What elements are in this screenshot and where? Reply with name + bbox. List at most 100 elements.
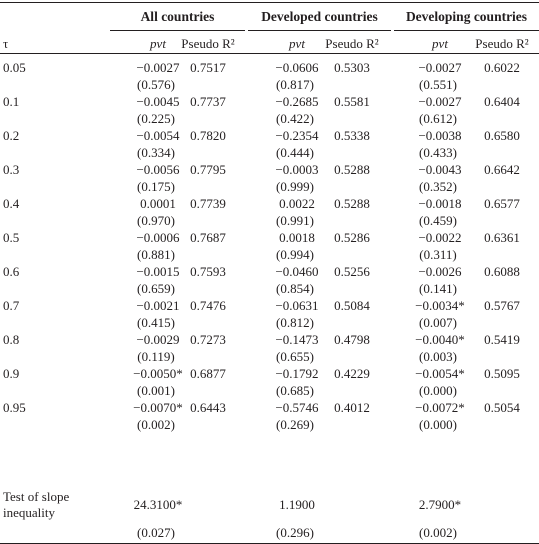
coefficient-value: −0.1792 <box>275 366 319 381</box>
pseudo-r2-value: 0.5288 <box>334 196 370 211</box>
coefficient-value: −0.0040* <box>415 332 465 347</box>
p-value: (0.576) <box>137 77 175 92</box>
p-value: (0.685) <box>276 383 314 398</box>
p-value: (0.119) <box>137 349 175 364</box>
group-underline-2 <box>248 30 391 31</box>
coefficient-value: −0.0050* <box>133 366 183 381</box>
coefficient-value: −0.0606 <box>275 60 319 75</box>
pseudo-r2-value: 0.5419 <box>484 332 520 347</box>
tau-value: 0.9 <box>3 366 20 381</box>
coefficient-value: −0.0054* <box>415 366 465 381</box>
coefficient-value: −0.0022 <box>418 230 462 245</box>
tau-value: 0.7 <box>3 298 20 313</box>
p-value: (0.881) <box>137 247 175 262</box>
pseudo-r2-value: 0.4229 <box>334 366 370 381</box>
slope-test-p-value: (0.002) <box>419 525 457 540</box>
pseudo-r2-value: 0.6404 <box>484 94 520 109</box>
coefficient-value: −0.0460 <box>275 264 319 279</box>
slope-test-p-value: (0.296) <box>276 525 314 540</box>
p-value: (0.422) <box>276 111 314 126</box>
pseudo-r2-value: 0.6642 <box>484 162 520 177</box>
p-value: (0.001) <box>137 383 175 398</box>
coefficient-value: −0.0003 <box>275 162 319 177</box>
header-rule <box>0 53 539 54</box>
pseudo-r2-value: 0.6877 <box>190 366 226 381</box>
coefficient-value: −0.0029 <box>136 332 180 347</box>
tau-value: 0.6 <box>3 264 20 279</box>
tau-value: 0.1 <box>3 94 20 109</box>
pseudo-r2-value: 0.5767 <box>484 298 520 313</box>
coefficient-value: −0.2685 <box>275 94 319 109</box>
coefficient-value: −0.2354 <box>275 128 319 143</box>
p-value: (0.352) <box>419 179 457 194</box>
coefficient-value: −0.0631 <box>275 298 319 313</box>
p-value: (0.415) <box>137 315 175 330</box>
pvt-header: pvt <box>289 36 305 51</box>
p-value: (0.433) <box>419 145 457 160</box>
p-value: (0.225) <box>137 111 175 126</box>
coefficient-value: 0.0018 <box>279 230 315 245</box>
group-underline-1 <box>110 30 245 31</box>
p-value: (0.444) <box>276 145 314 160</box>
slope-test-label: inequality <box>3 505 55 520</box>
pseudo-r2-value: 0.6022 <box>484 60 520 75</box>
group-header: Developing countries <box>405 9 528 24</box>
pseudo-r2-value: 0.4012 <box>334 400 370 415</box>
group-header: Developed countries <box>261 9 378 24</box>
tau-value: 0.95 <box>3 400 26 415</box>
pseudo-r2-value: 0.7820 <box>190 128 226 143</box>
coefficient-value: −0.0043 <box>418 162 462 177</box>
top-rule <box>0 2 539 3</box>
p-value: (0.994) <box>276 247 314 262</box>
pseudo-r2-value: 0.4798 <box>334 332 370 347</box>
coefficient-value: −0.0006 <box>136 230 180 245</box>
pseudo-r2-value: 0.5286 <box>334 230 370 245</box>
pvt-header: pvt <box>150 36 166 51</box>
tau-value: 0.3 <box>3 162 20 177</box>
pseudo-r2-value: 0.7476 <box>190 298 226 313</box>
pvt-header: pvt <box>432 36 448 51</box>
p-value: (0.999) <box>276 179 314 194</box>
coefficient-value: −0.0021 <box>136 298 180 313</box>
pseudo-r2-value: 0.7593 <box>190 264 226 279</box>
pseudo-r2-value: 0.7737 <box>190 94 226 109</box>
pseudo-r2-value: 0.5338 <box>334 128 370 143</box>
tau-value: 0.4 <box>3 196 20 211</box>
coefficient-value: −0.1473 <box>275 332 319 347</box>
p-value: (0.812) <box>276 315 314 330</box>
group-underline-3 <box>394 30 539 31</box>
tau-value: 0.8 <box>3 332 20 347</box>
pseudo-r2-value: 0.7739 <box>190 196 226 211</box>
p-value: (0.269) <box>276 417 314 432</box>
coefficient-value: −0.0018 <box>418 196 462 211</box>
tau-value: 0.2 <box>3 128 20 143</box>
pseudo-r2-header: Pseudo R² <box>475 36 529 51</box>
pseudo-r2-value: 0.7687 <box>190 230 226 245</box>
slope-test-stat: 1.1900 <box>279 497 315 512</box>
p-value: (0.175) <box>137 179 175 194</box>
p-value: (0.000) <box>419 383 457 398</box>
slope-test-label: Test of slope <box>3 489 70 504</box>
group-header: All countries <box>140 9 215 24</box>
coefficient-value: −0.0045 <box>136 94 180 109</box>
pseudo-r2-value: 0.6580 <box>484 128 520 143</box>
slope-test-stat: 2.7900* <box>418 497 462 512</box>
p-value: (0.311) <box>419 247 457 262</box>
pseudo-r2-value: 0.6361 <box>484 230 520 245</box>
coefficient-value: −0.0070* <box>133 400 183 415</box>
tau-value: 0.5 <box>3 230 20 245</box>
pseudo-r2-value: 0.6443 <box>190 400 226 415</box>
pseudo-r2-value: 0.5288 <box>334 162 370 177</box>
pseudo-r2-value: 0.5303 <box>334 60 370 75</box>
p-value: (0.007) <box>419 315 457 330</box>
p-value: (0.000) <box>419 417 457 432</box>
pseudo-r2-value: 0.7273 <box>190 332 226 347</box>
p-value: (0.817) <box>276 77 314 92</box>
pseudo-r2-value: 0.7517 <box>190 60 226 75</box>
pseudo-r2-value: 0.5581 <box>334 94 370 109</box>
coefficient-value: −0.0072* <box>415 400 465 415</box>
pseudo-r2-header: Pseudo R² <box>181 36 235 51</box>
coefficient-value: −0.0027 <box>418 94 462 109</box>
coefficient-value: −0.0027 <box>418 60 462 75</box>
